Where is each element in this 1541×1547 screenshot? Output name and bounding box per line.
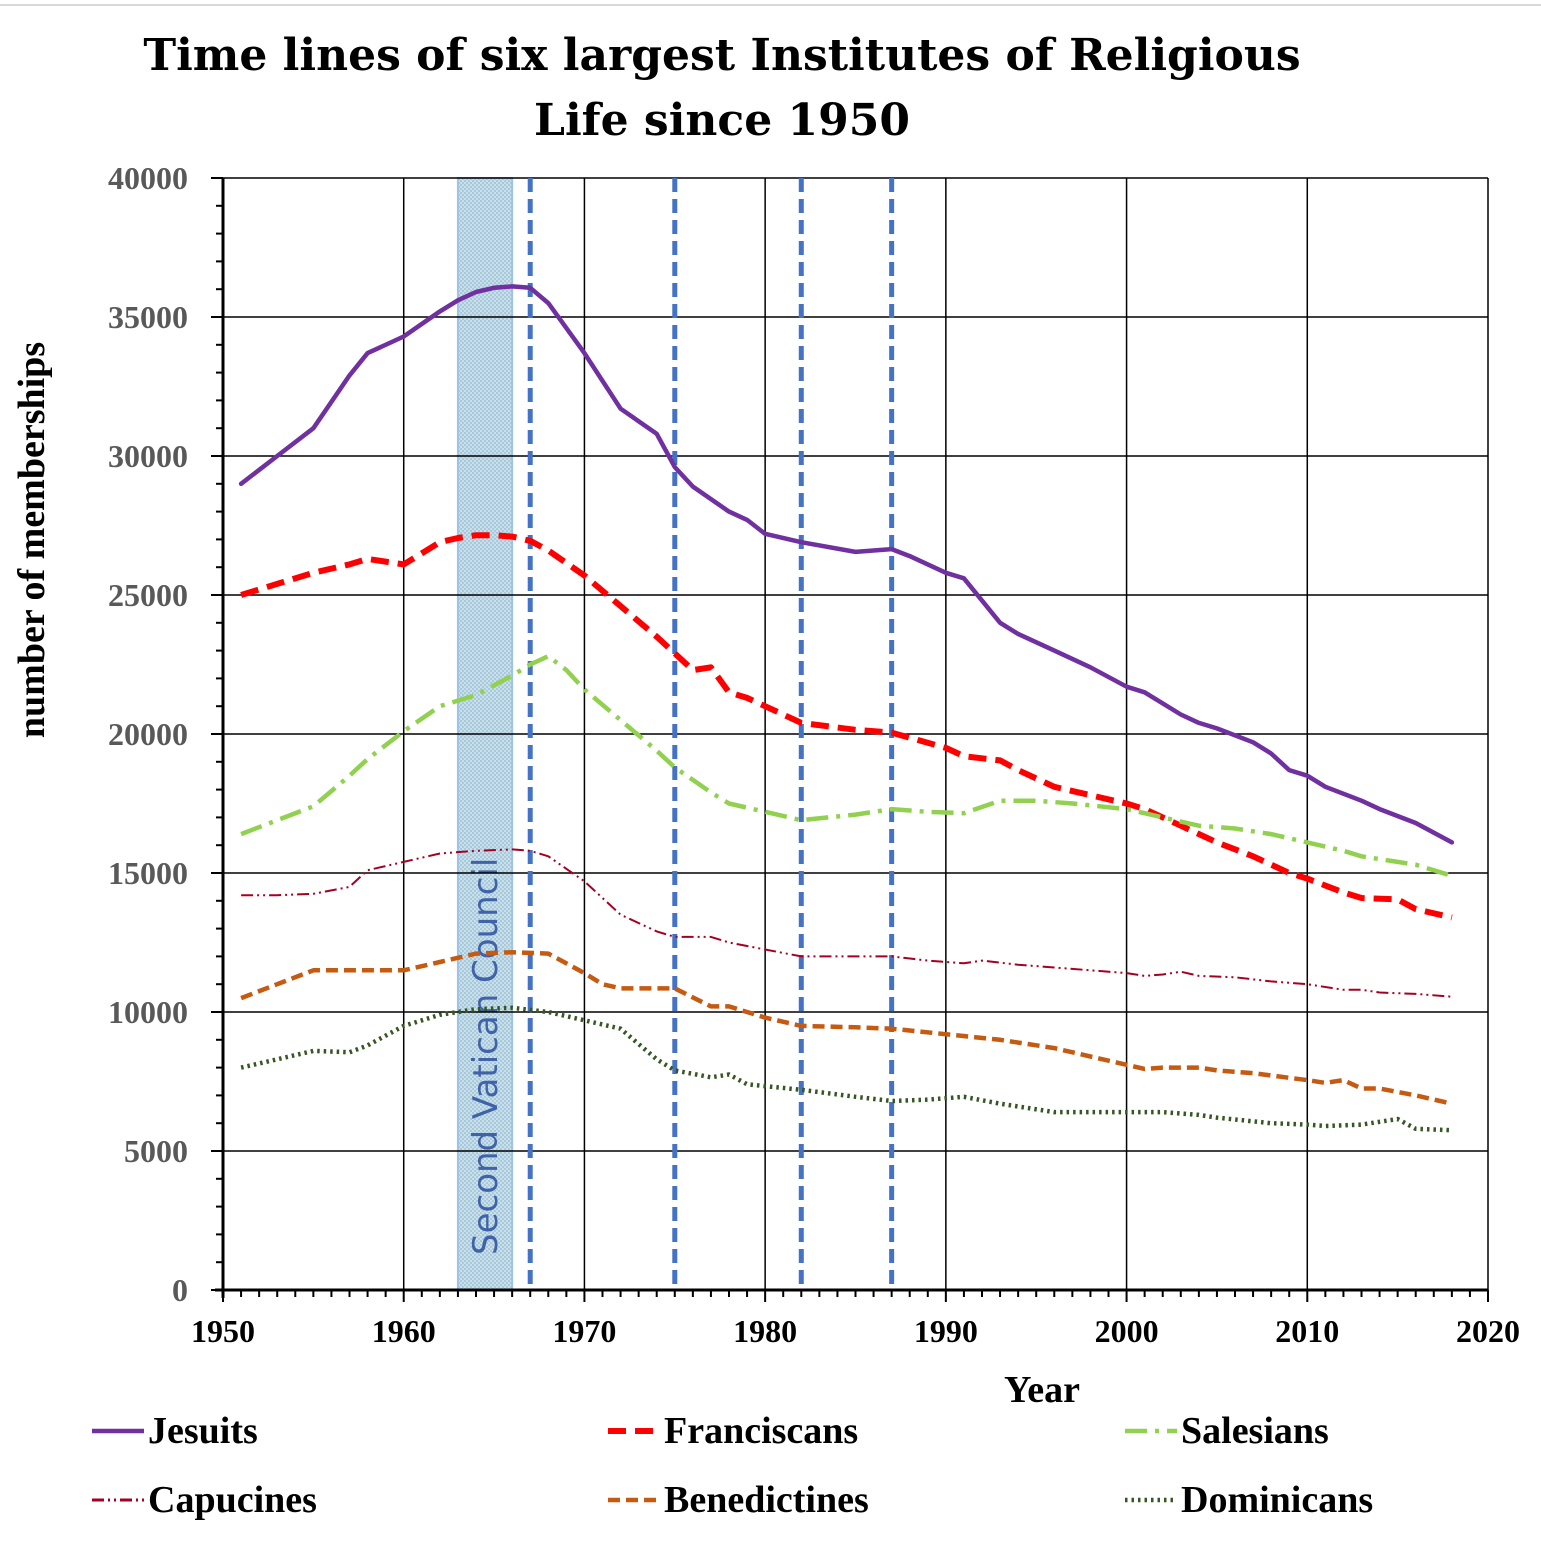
y-tick-label-40000: 40000 [108, 160, 188, 196]
legend-item-capucines: Capucines [92, 1479, 317, 1521]
y-tick-label-25000: 25000 [108, 577, 188, 613]
axes [211, 177, 1489, 1302]
series-line-capucines [241, 848, 1452, 998]
x-axis-title: Year [1004, 1369, 1080, 1411]
y-tick-label-15000: 15000 [108, 855, 188, 891]
vatican-council-band-label: Second Vatican Council [466, 858, 506, 1255]
x-tick-label-1990: 1990 [914, 1313, 978, 1349]
legend-label-capucines: Capucines [148, 1479, 317, 1521]
x-tick-label-1970: 1970 [552, 1313, 616, 1349]
legend-label-salesians: Salesians [1181, 1410, 1329, 1452]
series-line-salesians [240, 653, 1453, 878]
series-line-franciscans [240, 532, 1453, 921]
x-tick-label-2020: 2020 [1456, 1313, 1520, 1349]
legend-item-dominicans: Dominicans [1125, 1479, 1373, 1521]
y-tick-label-35000: 35000 [108, 299, 188, 335]
legend-item-salesians: Salesians [1125, 1410, 1329, 1452]
x-tick-label-1960: 1960 [372, 1313, 436, 1349]
legend-item-jesuits: Jesuits [92, 1410, 258, 1452]
y-tick-label-30000: 30000 [108, 438, 188, 474]
chart-title-line-2: Life since 1950 [534, 95, 910, 146]
series-line-benedictines [240, 949, 1453, 1106]
tick-labels: 0 5000 10000 15000 20000 25000 30000 35000 40000… [108, 160, 1520, 1349]
legend-label-jesuits: Jesuits [148, 1410, 258, 1452]
legend-label-franciscans: Franciscans [664, 1410, 858, 1452]
series-line-jesuits [238, 284, 1455, 845]
legend-label-dominicans: Dominicans [1181, 1479, 1373, 1521]
legend-label-benedictines: Benedictines [664, 1479, 869, 1521]
series-lines [238, 284, 1455, 1133]
legend-item-franciscans: Franciscans [608, 1410, 858, 1452]
y-axis-title: number of memberships [11, 342, 53, 738]
grid-lines [223, 177, 1489, 1290]
series-line-dominicans [240, 1005, 1452, 1133]
x-tick-label-1950: 1950 [191, 1313, 255, 1349]
chart-title-line-1: Time lines of six largest Institutes of … [143, 30, 1300, 81]
y-tick-label-0: 0 [172, 1272, 188, 1308]
x-tick-label-1980: 1980 [733, 1313, 797, 1349]
legend-item-benedictines: Benedictines [608, 1479, 869, 1521]
y-tick-label-20000: 20000 [108, 716, 188, 752]
y-tick-label-10000: 10000 [108, 994, 188, 1030]
legend: Jesuits Franciscans Salesians Capucines Bene… [92, 1410, 1373, 1521]
x-tick-label-2000: 2000 [1095, 1313, 1159, 1349]
x-tick-label-2010: 2010 [1275, 1313, 1339, 1349]
y-tick-label-5000: 5000 [124, 1133, 188, 1169]
